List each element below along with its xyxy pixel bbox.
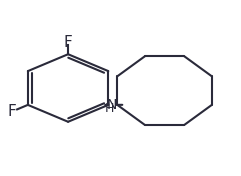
- Text: N: N: [107, 98, 117, 112]
- Text: F: F: [64, 35, 73, 50]
- Text: H: H: [105, 102, 115, 115]
- Text: F: F: [8, 104, 16, 119]
